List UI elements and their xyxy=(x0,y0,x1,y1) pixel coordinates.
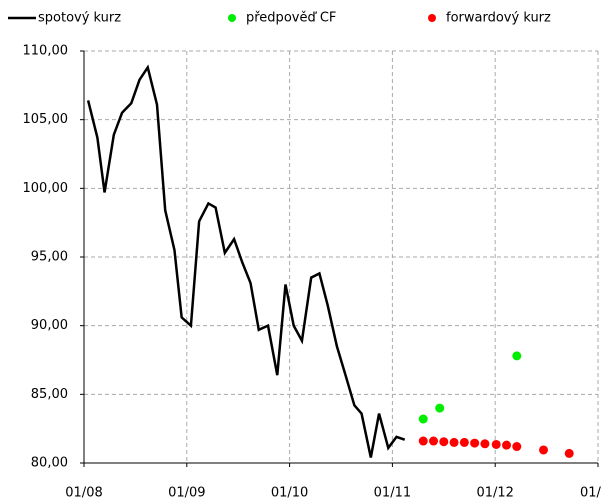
point xyxy=(480,439,490,449)
x-tick-label: 01/10 xyxy=(271,486,308,500)
y-tick-label: 85,00 xyxy=(31,387,68,402)
y-tick-label: 105,00 xyxy=(23,112,69,127)
legend-swatch xyxy=(228,14,236,22)
point xyxy=(502,440,512,450)
point xyxy=(564,448,574,458)
legend-swatch xyxy=(428,14,436,22)
x-tick-label: 01/12 xyxy=(476,486,513,500)
x-tick-label: 01/11 xyxy=(374,486,411,500)
y-tick-label: 80,00 xyxy=(31,456,68,471)
point xyxy=(512,442,522,452)
point xyxy=(459,437,469,447)
y-tick-label: 100,00 xyxy=(23,181,69,196)
point xyxy=(539,445,549,455)
x-tick-label: 01/09 xyxy=(168,486,205,500)
point xyxy=(439,437,449,447)
point xyxy=(418,414,428,424)
y-tick-label: 110,00 xyxy=(23,44,69,59)
legend-label: forwardový kurz xyxy=(446,11,551,26)
x-tick-label: 01/ xyxy=(580,486,602,500)
point xyxy=(429,436,439,446)
line xyxy=(86,64,406,458)
point xyxy=(470,438,480,448)
y-tick-label: 90,00 xyxy=(31,318,68,333)
point xyxy=(449,437,459,447)
legend-label: předpověď CF xyxy=(246,11,336,26)
y-tick-label: 95,00 xyxy=(31,250,68,265)
point xyxy=(435,403,445,413)
point xyxy=(418,436,428,446)
legend-label: spotový kurz xyxy=(38,11,121,26)
point xyxy=(512,351,522,361)
point xyxy=(491,439,501,449)
x-tick-label: 01/08 xyxy=(65,486,102,500)
